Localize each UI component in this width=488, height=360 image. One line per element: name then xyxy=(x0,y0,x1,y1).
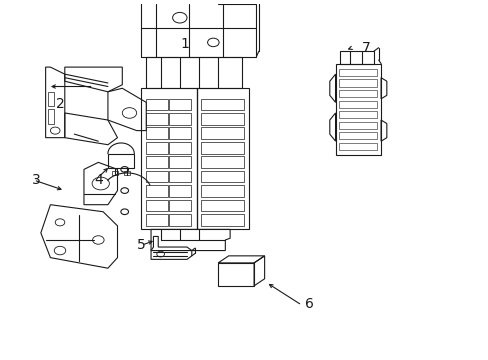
Bar xyxy=(169,200,191,211)
Text: 6: 6 xyxy=(304,297,313,311)
Bar xyxy=(339,122,376,129)
Bar xyxy=(146,142,168,154)
Bar xyxy=(146,156,168,168)
Text: 7: 7 xyxy=(362,41,370,55)
Bar xyxy=(201,113,244,125)
Bar xyxy=(169,214,191,226)
Bar xyxy=(169,142,191,154)
Bar xyxy=(146,127,168,139)
Bar xyxy=(169,127,191,139)
Bar xyxy=(201,185,244,197)
Bar xyxy=(201,127,244,139)
Bar xyxy=(339,90,376,97)
Bar xyxy=(123,171,130,175)
Bar xyxy=(146,185,168,197)
Text: 4: 4 xyxy=(94,173,102,187)
Text: 5: 5 xyxy=(137,238,145,252)
Bar xyxy=(146,99,168,110)
Bar xyxy=(146,214,168,226)
Bar xyxy=(169,113,191,125)
Bar xyxy=(146,171,168,183)
Bar xyxy=(112,171,118,175)
Text: 3: 3 xyxy=(32,173,41,187)
Bar xyxy=(169,185,191,197)
Bar xyxy=(339,80,376,86)
Bar xyxy=(339,143,376,150)
Bar xyxy=(48,109,54,123)
Bar xyxy=(339,111,376,118)
Text: 1: 1 xyxy=(180,37,189,51)
Bar xyxy=(169,99,191,110)
Bar xyxy=(169,171,191,183)
Bar xyxy=(146,200,168,211)
Bar xyxy=(201,142,244,154)
Bar xyxy=(146,113,168,125)
Bar xyxy=(169,156,191,168)
Bar xyxy=(339,69,376,76)
Bar xyxy=(48,92,54,106)
Bar xyxy=(201,200,244,211)
Bar xyxy=(201,171,244,183)
Text: 2: 2 xyxy=(56,97,64,111)
Bar xyxy=(201,156,244,168)
Bar xyxy=(218,263,254,286)
Bar xyxy=(201,99,244,110)
Bar xyxy=(339,132,376,139)
Bar xyxy=(339,101,376,108)
Bar xyxy=(201,214,244,226)
